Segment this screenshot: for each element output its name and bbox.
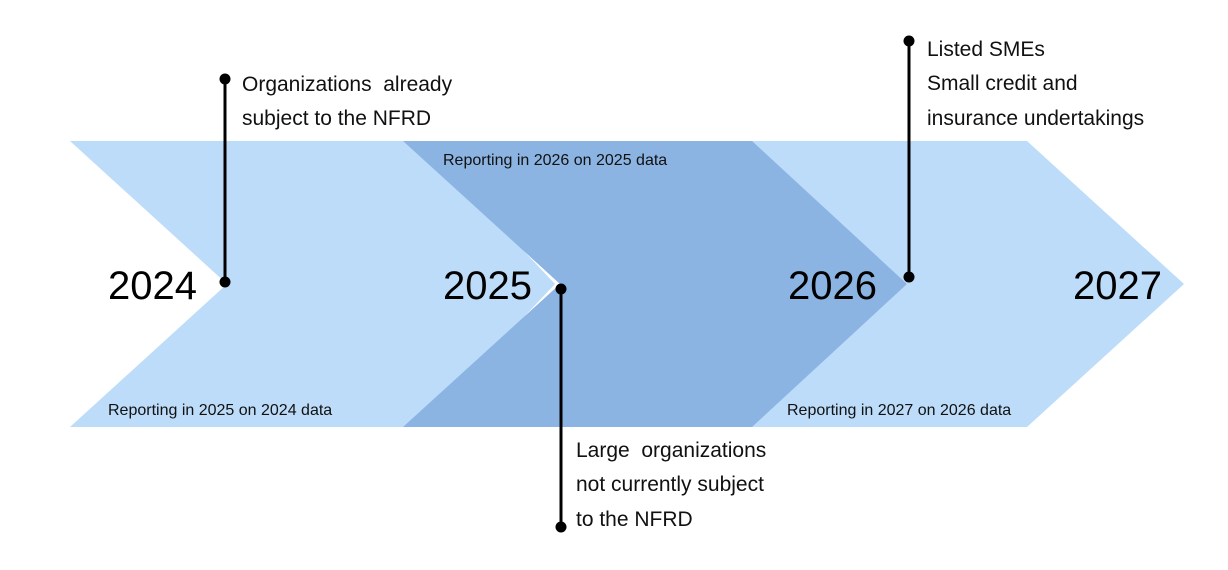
callout-text-2025-line1: Large organizations [576, 439, 766, 462]
callout-dot-top-2025 [555, 283, 567, 295]
chevron-2025 [403, 141, 907, 427]
callout-dot-bottom-2025 [555, 521, 567, 533]
reporting-label-2024: Reporting in 2025 on 2024 data [108, 402, 332, 419]
year-label-2027: 2027 [1073, 264, 1162, 308]
callout-text-2026-line3: insurance undertakings [927, 107, 1144, 130]
chevron-2024 [70, 141, 555, 427]
reporting-label-2025: Reporting in 2026 on 2025 data [443, 152, 667, 169]
callout-text-2025-line3: to the NFRD [576, 508, 693, 531]
reporting-label-2026: Reporting in 2027 on 2026 data [787, 402, 1011, 419]
callout-text-2026-line2: Small credit and [927, 72, 1078, 95]
chevron-2026 [750, 141, 1184, 427]
callout-dot-top-2024 [219, 73, 231, 85]
callout-text-2026-line1: Listed SMEs [927, 38, 1045, 61]
callout-text-2024-line2: subject to the NFRD [242, 107, 431, 130]
year-label-2026: 2026 [788, 264, 877, 308]
callout-dot-bottom-2024 [219, 276, 231, 288]
year-label-2024: 2024 [108, 264, 197, 308]
callout-text-2024-line1: Organizations already [242, 73, 453, 96]
callout-dot-top-2026 [903, 35, 915, 47]
callout-dot-bottom-2026 [903, 271, 915, 283]
callout-text-2025-line2: not currently subject [576, 473, 764, 496]
year-label-2025: 2025 [443, 264, 532, 308]
